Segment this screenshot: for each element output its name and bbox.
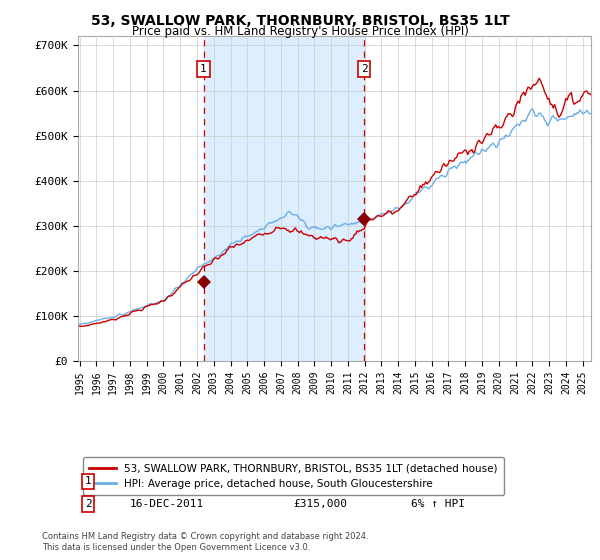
Text: 2: 2 <box>361 64 367 74</box>
Text: Contains HM Land Registry data © Crown copyright and database right 2024.
This d: Contains HM Land Registry data © Crown c… <box>42 532 368 552</box>
Legend: 53, SWALLOW PARK, THORNBURY, BRISTOL, BS35 1LT (detached house), HPI: Average pr: 53, SWALLOW PARK, THORNBURY, BRISTOL, BS… <box>83 458 503 495</box>
Text: 11% ↓ HPI: 11% ↓ HPI <box>412 477 472 487</box>
Bar <box>203 36 364 361</box>
Text: 16-DEC-2011: 16-DEC-2011 <box>130 499 203 509</box>
Text: 24-MAY-2002: 24-MAY-2002 <box>130 477 203 487</box>
Text: 53, SWALLOW PARK, THORNBURY, BRISTOL, BS35 1LT: 53, SWALLOW PARK, THORNBURY, BRISTOL, BS… <box>91 14 509 28</box>
Text: £174,500: £174,500 <box>293 477 347 487</box>
Text: 2: 2 <box>85 499 92 509</box>
Text: £315,000: £315,000 <box>293 499 347 509</box>
Text: 1: 1 <box>85 477 92 487</box>
Text: 1: 1 <box>200 64 207 74</box>
Text: 6% ↑ HPI: 6% ↑ HPI <box>412 499 466 509</box>
Text: Price paid vs. HM Land Registry's House Price Index (HPI): Price paid vs. HM Land Registry's House … <box>131 25 469 38</box>
